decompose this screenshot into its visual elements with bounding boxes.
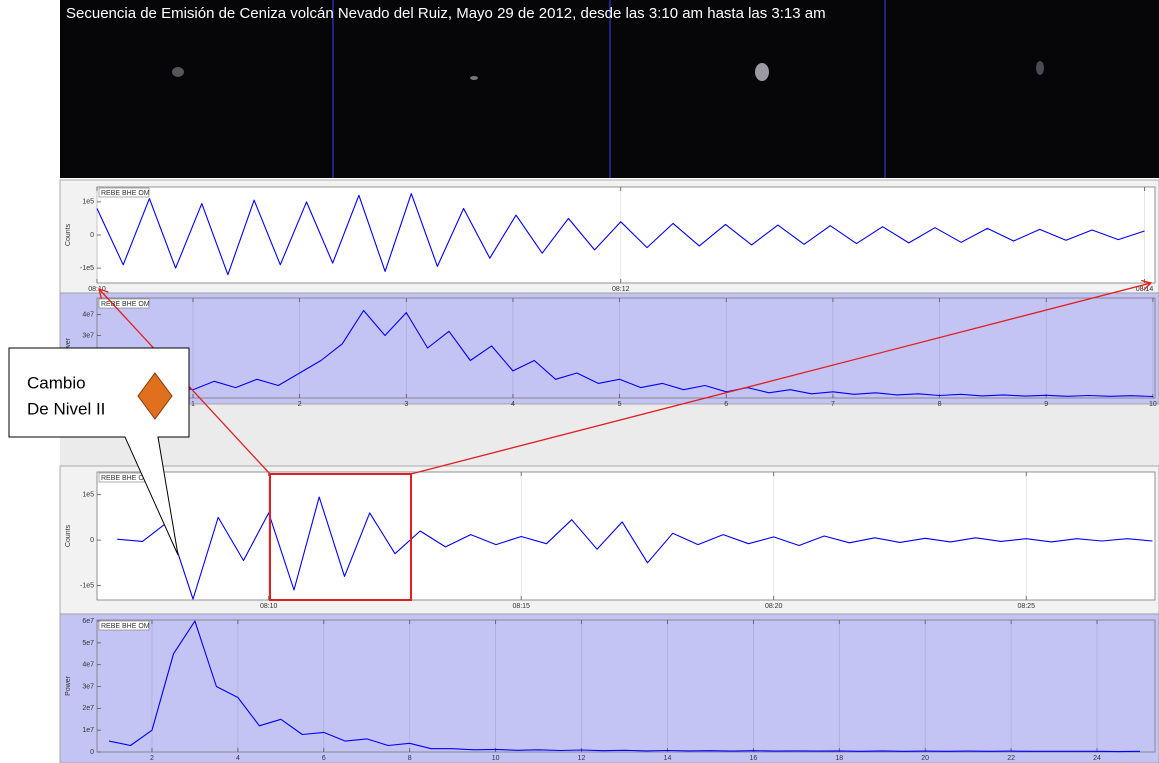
x-tick-label: 7 xyxy=(831,401,835,408)
ash-plume xyxy=(1036,61,1044,75)
y-tick-label: 3e7 xyxy=(82,683,94,690)
x-tick-label: 16 xyxy=(749,755,757,762)
x-tick-label: 6 xyxy=(322,755,326,762)
x-tick-label: 2 xyxy=(298,401,302,408)
waveform xyxy=(108,620,1141,753)
x-tick-label: 08:20 xyxy=(765,603,783,610)
waveform xyxy=(107,309,1153,398)
panel-gap xyxy=(60,404,1159,466)
callout-text: De Nivel II xyxy=(27,399,105,418)
y-tick-label: 0 xyxy=(90,232,94,239)
level-diamond xyxy=(137,372,173,420)
zoom-box xyxy=(269,473,412,601)
plot-area xyxy=(96,471,1156,601)
callout-text: Cambio xyxy=(27,373,86,392)
x-tick-label: 24 xyxy=(1093,755,1101,762)
waveform xyxy=(117,496,1153,600)
zoom-arrow xyxy=(410,283,1151,475)
ash-plume xyxy=(470,76,478,80)
x-tick-label: 8 xyxy=(408,755,412,762)
x-tick-label: 14 xyxy=(664,755,672,762)
annotations: Cambio De Nivel II xyxy=(8,283,1151,601)
y-tick-label: 4e7 xyxy=(82,312,94,319)
x-tick-label: 6 xyxy=(724,401,728,408)
x-tick-label: 20 xyxy=(921,755,929,762)
station-label: REBE BHE OM xyxy=(101,623,150,630)
x-tick-label: 08:10 xyxy=(260,603,278,610)
seismic-panel: 123456789101e72e73e74e7PowerREBE BHE OM xyxy=(59,292,1159,408)
x-tick-label: 9 xyxy=(1044,401,1048,408)
x-tick-label: 08:15 xyxy=(512,603,530,610)
x-tick-label: 12 xyxy=(578,755,586,762)
x-tick-label: 18 xyxy=(835,755,843,762)
x-tick-label: 8 xyxy=(938,401,942,408)
y-axis-label: Counts xyxy=(65,223,72,246)
station-label-box xyxy=(98,620,150,631)
y-tick-label: -1e5 xyxy=(80,265,94,272)
image-title: Secuencia de Emisión de Ceniza volcán Ne… xyxy=(66,5,826,22)
waveform xyxy=(96,193,1145,276)
x-tick-label: 22 xyxy=(1007,755,1015,762)
ash-plume xyxy=(172,67,184,77)
plot-area xyxy=(96,619,1156,753)
y-axis-label: Power xyxy=(65,675,72,696)
camera-strip: Secuencia de Emisión de Ceniza volcán Ne… xyxy=(60,0,1159,178)
y-tick-label: 0 xyxy=(90,749,94,756)
x-tick-label: 08:25 xyxy=(1017,603,1035,610)
seismic-panel: 08:10 08:15 08:20 08:25 -1e5 0 1e5 Counts REBE B… xyxy=(59,465,1159,615)
x-tick-label: 08:12 xyxy=(612,286,630,293)
seismic-panel: 2 4 6 8 10 12 14 16 18 20 22 2401e72e73e74e75e76e7P… xyxy=(59,613,1159,763)
x-tick-label: 3 xyxy=(404,401,408,408)
x-tick-label: 5 xyxy=(618,401,622,408)
station-label: REBE BHE OM xyxy=(101,301,150,308)
station-label-box xyxy=(98,298,150,309)
y-tick-label: 6e7 xyxy=(82,618,94,625)
x-tick-label: 4 xyxy=(511,401,515,408)
ash-plume xyxy=(755,63,769,81)
x-tick-label: 08:10 xyxy=(88,286,106,293)
y-tick-label: 1e5 xyxy=(82,492,94,499)
y-axis-label: Counts xyxy=(65,524,72,547)
station-label-box xyxy=(98,187,150,198)
x-tick-label: 10 xyxy=(1149,401,1157,408)
y-tick-label: 4e7 xyxy=(82,662,94,669)
y-tick-label: 1e5 xyxy=(82,199,94,206)
x-tick-label: 4 xyxy=(236,755,240,762)
y-tick-label: 3e7 xyxy=(82,332,94,339)
y-tick-label: 2e7 xyxy=(82,705,94,712)
x-tick-label: 10 xyxy=(492,755,500,762)
x-tick-label: 2 xyxy=(150,755,154,762)
station-label: REBE BHE OM xyxy=(101,475,150,482)
x-tick-label: 1 xyxy=(191,401,195,408)
plot-area xyxy=(96,297,1156,399)
y-tick-label: 5e7 xyxy=(82,640,94,647)
station-label: REBE BHE OM xyxy=(101,190,150,197)
y-tick-label: -1e5 xyxy=(80,582,94,589)
plot-area xyxy=(96,186,1156,284)
y-tick-label: 1e7 xyxy=(82,727,94,734)
y-tick-label: 0 xyxy=(90,537,94,544)
